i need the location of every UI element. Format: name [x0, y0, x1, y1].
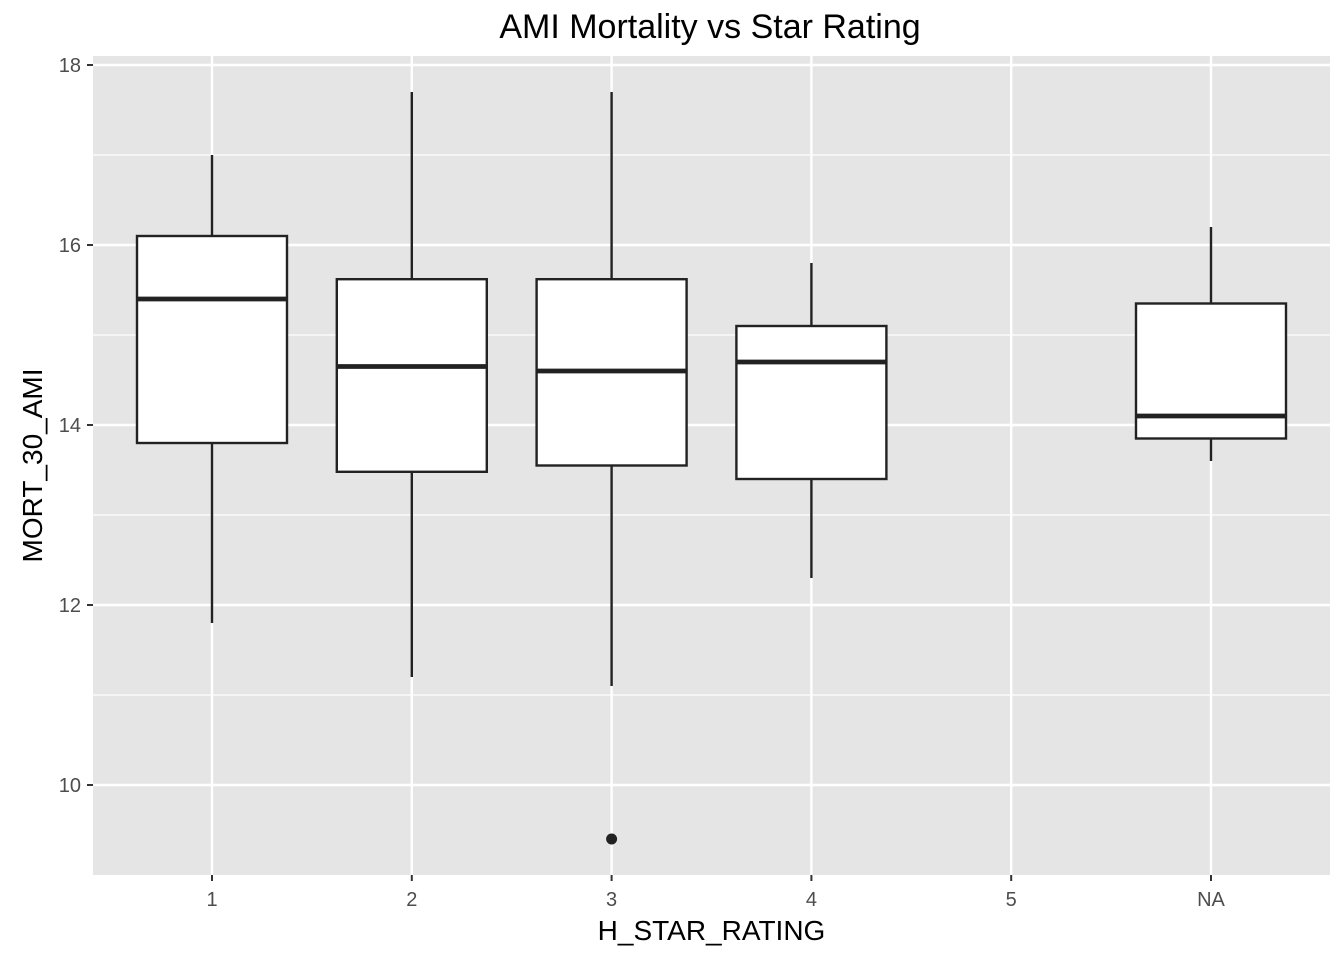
iqr-box [735, 324, 888, 481]
iqr-box [135, 234, 289, 445]
minor-grid [93, 154, 1330, 696]
box-2 [335, 92, 488, 677]
chart-title: AMI Mortality vs Star Rating [499, 8, 921, 46]
y-tick-label: 12 [59, 595, 81, 617]
y-tick-label: 10 [59, 775, 81, 797]
plot-panel [93, 56, 1330, 875]
x-tick-label: 5 [1006, 889, 1017, 911]
box-series [135, 92, 1288, 845]
y-tick-label: 18 [59, 55, 81, 77]
y-tick-label: 16 [59, 235, 81, 257]
box-3 [535, 92, 688, 845]
outlier-point [606, 833, 618, 845]
box-1 [135, 155, 289, 623]
y-tick-label: 14 [59, 415, 81, 437]
box-na [1134, 227, 1288, 461]
x-tick-label: 1 [206, 889, 217, 911]
x-tick-label: 3 [606, 889, 617, 911]
x-axis-title: H_STAR_RATING [598, 915, 826, 946]
x-tick-label: 2 [406, 889, 417, 911]
x-axis: 1 2 3 4 5 NA [206, 875, 1226, 911]
y-axis: 10 12 14 16 18 [59, 55, 93, 797]
iqr-box [335, 278, 488, 474]
y-axis-title: MORT_30_AMI [17, 369, 48, 563]
x-tick-label: NA [1197, 889, 1225, 911]
box-4 [735, 263, 888, 578]
x-tick-label: 4 [806, 889, 817, 911]
